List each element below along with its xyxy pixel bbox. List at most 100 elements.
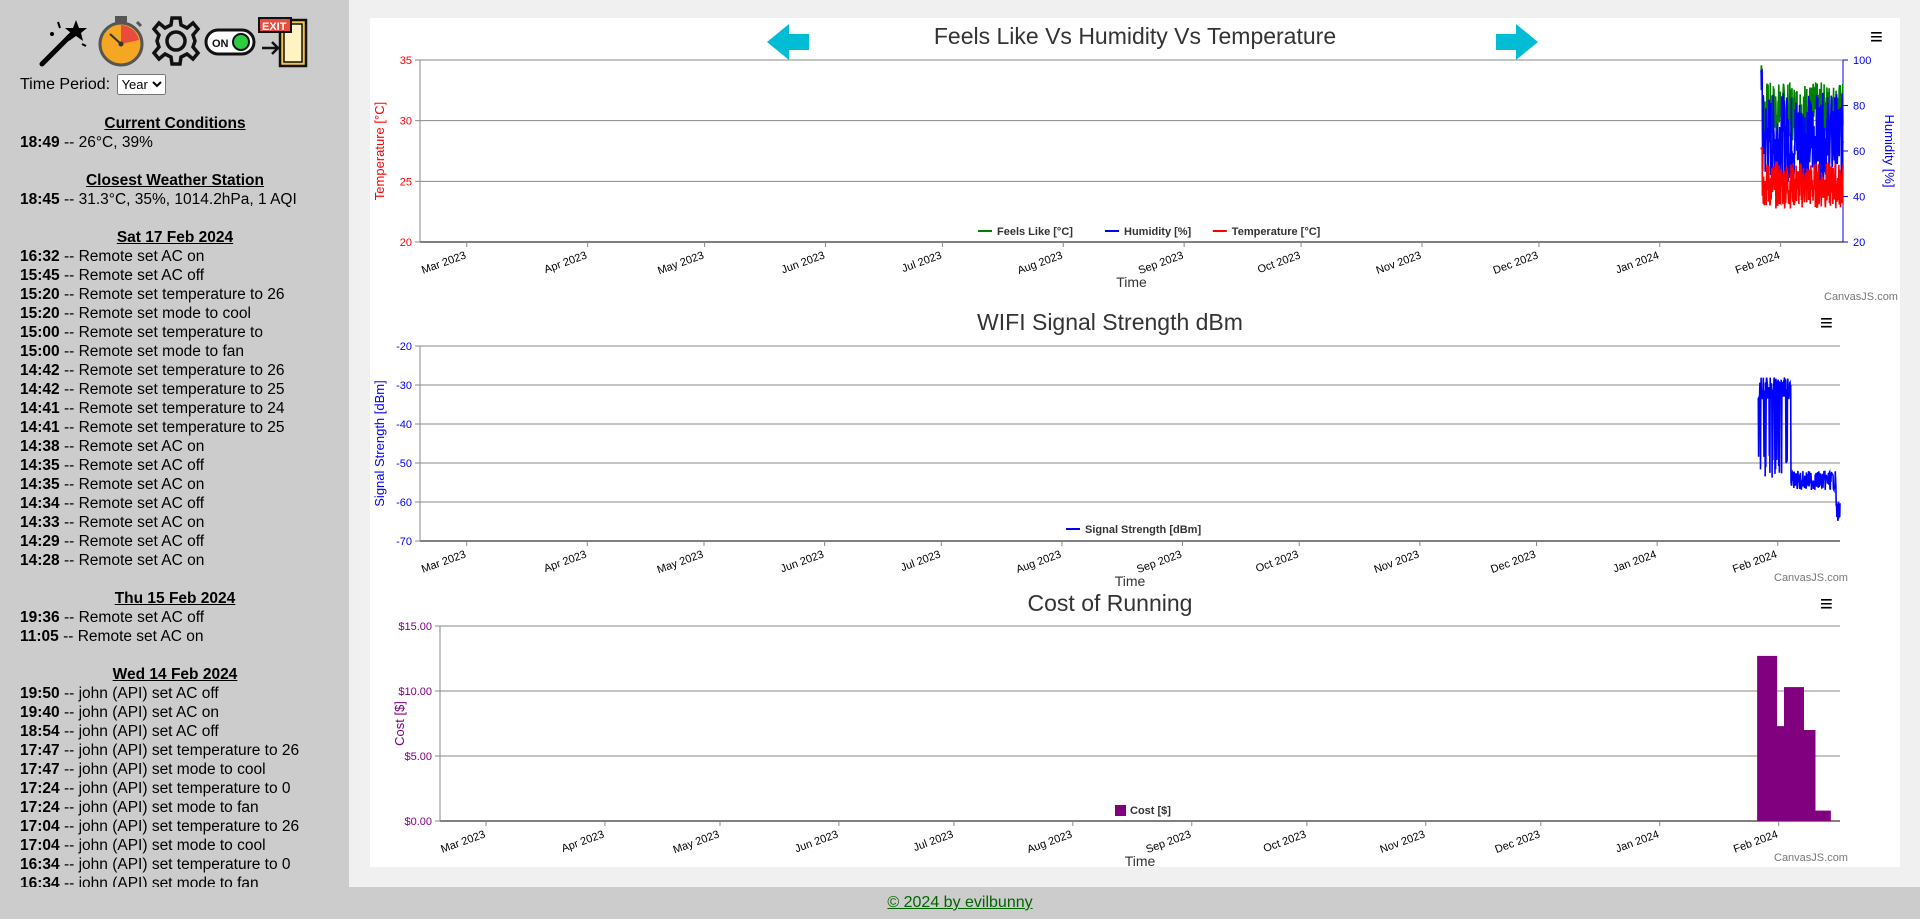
entry-time: 14:41 (20, 419, 60, 436)
chart-menu-icon[interactable]: ≡ (1870, 24, 1883, 49)
chart-menu-icon[interactable]: ≡ (1820, 591, 1833, 616)
timer-icon[interactable] (96, 14, 146, 68)
x-tick-label: Jan 2024 (1614, 250, 1661, 277)
footer: © 2024 by evilbunny (0, 887, 1920, 919)
y-tick-label: -70 (396, 536, 412, 548)
y2-tick-label: 20 (1853, 237, 1865, 249)
log-entry: 14:42 -- Remote set temperature to 26 (20, 361, 330, 380)
entry-text: -- john (API) set mode to fan (59, 875, 259, 887)
legend-label: Cost [$] (1130, 805, 1171, 817)
log-entry: 11:05 -- Remote set AC on (20, 627, 330, 646)
log-day: Thu 15 Feb 2024 19:36 -- Remote set AC of… (20, 589, 330, 646)
y-tick-label: 25 (400, 176, 412, 188)
entry-time: 18:45 (20, 191, 60, 208)
legend-label: Humidity [%] (1124, 226, 1192, 238)
time-period-label: Time Period: (20, 76, 111, 93)
log-entry: 17:47 -- john (API) set temperature to 2… (20, 741, 330, 760)
x-tick-label: Aug 2023 (1026, 829, 1074, 856)
log-entry: 17:04 -- john (API) set temperature to 2… (20, 817, 330, 836)
x-tick-label: May 2023 (656, 549, 706, 577)
log-entry: 14:41 -- Remote set temperature to 25 (20, 418, 330, 437)
entry-time: 17:04 (20, 818, 60, 835)
x-tick-label: Apr 2023 (543, 250, 589, 277)
y-tick-label: $10.00 (398, 686, 432, 698)
log-entry: 17:24 -- john (API) set mode to fan (20, 798, 330, 817)
power-toggle-icon[interactable]: ON (204, 28, 256, 56)
entry-text: -- Remote set mode to cool (59, 305, 251, 322)
entry-time: 17:47 (20, 761, 60, 778)
legend-label: Feels Like [°C] (997, 226, 1073, 238)
entry-text: -- john (API) set mode to cool (59, 761, 266, 778)
entry-time: 14:35 (20, 476, 60, 493)
log-entry: 16:32 -- Remote set AC on (20, 247, 330, 266)
y-tick-label: 30 (400, 116, 412, 128)
weather-station: Closest Weather Station 18:45 -- 31.3°C,… (20, 171, 330, 209)
chart-menu-icon[interactable]: ≡ (1820, 310, 1833, 335)
x-tick-label: Oct 2023 (1262, 829, 1308, 856)
series-line (1757, 377, 1841, 522)
y2-tick-label: 40 (1853, 192, 1865, 204)
log-day-heading: Sat 17 Feb 2024 (116, 229, 234, 246)
bar (1810, 810, 1831, 821)
cost-chart: $0.00 $5.00 $10.00 $15.00 Cost [$] Mar 2023 Ap… (370, 588, 1900, 867)
y2-tick-label: 80 (1853, 101, 1865, 113)
y-tick-label: -40 (396, 419, 412, 431)
entry-time: 14:33 (20, 514, 60, 531)
entry-text: -- Remote set temperature to (59, 324, 263, 341)
log-entry: 14:41 -- Remote set temperature to 24 (20, 399, 330, 418)
log-entry: 15:00 -- Remote set mode to fan (20, 342, 330, 361)
log-entry: 14:28 -- Remote set AC on (20, 551, 330, 570)
x-tick-label: Aug 2023 (1015, 549, 1063, 576)
entry-text: -- Remote set AC on (59, 476, 205, 493)
canvasjs-credit: CanvasJS.com (1824, 291, 1898, 303)
log-days: Sat 17 Feb 2024 16:32 -- Remote set AC on… (20, 228, 330, 887)
copyright-link[interactable]: © 2024 by evilbunny (887, 894, 1033, 911)
log-entry: 14:35 -- Remote set AC off (20, 456, 330, 475)
log-day: Wed 14 Feb 2024 19:50 -- john (API) set A… (20, 665, 330, 887)
y-tick-label: 20 (400, 237, 412, 249)
y-axis-label: Signal Strength [dBm] (372, 380, 387, 506)
x-tick-label: Feb 2024 (1731, 549, 1779, 576)
entry-time: 15:20 (20, 286, 60, 303)
entry-text: -- john (API) set temperature to 26 (59, 742, 300, 759)
x-tick-label: Mar 2023 (420, 549, 468, 576)
log-entry: 14:34 -- Remote set AC off (20, 494, 330, 513)
x-tick-label: Sep 2023 (1144, 829, 1192, 856)
x-axis-label: Time (1125, 853, 1156, 867)
y2-tick-label: 60 (1853, 146, 1865, 158)
gear-icon[interactable] (150, 14, 202, 68)
feels-like-chart: 20 25 30 35 Temperature [°C] 20 40 60 80 100 Humid… (370, 18, 1900, 308)
series-line (1760, 147, 1844, 209)
entry-time: 16:34 (20, 856, 60, 873)
entry-text: -- Remote set AC on (58, 628, 204, 645)
x-tick-label: Dec 2023 (1493, 829, 1541, 856)
magic-wand-icon[interactable] (38, 14, 92, 68)
y2-tick-label: 100 (1853, 55, 1871, 67)
exit-icon[interactable]: EXIT (258, 16, 310, 70)
x-tick-label: Mar 2023 (420, 250, 468, 277)
log-entry: 14:42 -- Remote set temperature to 25 (20, 380, 330, 399)
y-axis-label: Cost [$] (392, 701, 407, 746)
svg-text:ON: ON (212, 38, 229, 50)
x-tick-label: Sep 2023 (1135, 549, 1183, 576)
entry-text: -- Remote set AC off (59, 533, 205, 550)
entry-time: 19:40 (20, 704, 60, 721)
entry-time: 15:00 (20, 343, 60, 360)
svg-text:EXIT: EXIT (262, 21, 287, 33)
time-period-select[interactable]: Year (116, 74, 166, 95)
x-tick-label: Nov 2023 (1375, 250, 1423, 277)
entry-text: -- john (API) set temperature to 26 (59, 818, 300, 835)
entry-text: -- john (API) set AC off (59, 723, 219, 740)
next-arrow-icon[interactable] (1494, 22, 1538, 62)
weather-station-heading: Closest Weather Station (85, 172, 264, 189)
entry-time: 15:20 (20, 305, 60, 322)
entry-time: 15:00 (20, 324, 60, 341)
event-log: Current Conditions 18:49 -- 26°C, 39% Cl… (20, 114, 330, 887)
entry-text: -- Remote set AC on (59, 552, 205, 569)
entry-text: -- john (API) set mode to cool (59, 837, 266, 854)
entry-time: 18:49 (20, 134, 60, 151)
entry-time: 19:50 (20, 685, 60, 702)
x-tick-label: Jun 2023 (780, 250, 827, 277)
chart-canvas: $0.00 $5.00 $10.00 $15.00 Cost [$] Mar 2023 Ap… (392, 621, 1840, 867)
previous-arrow-icon[interactable] (767, 22, 811, 62)
